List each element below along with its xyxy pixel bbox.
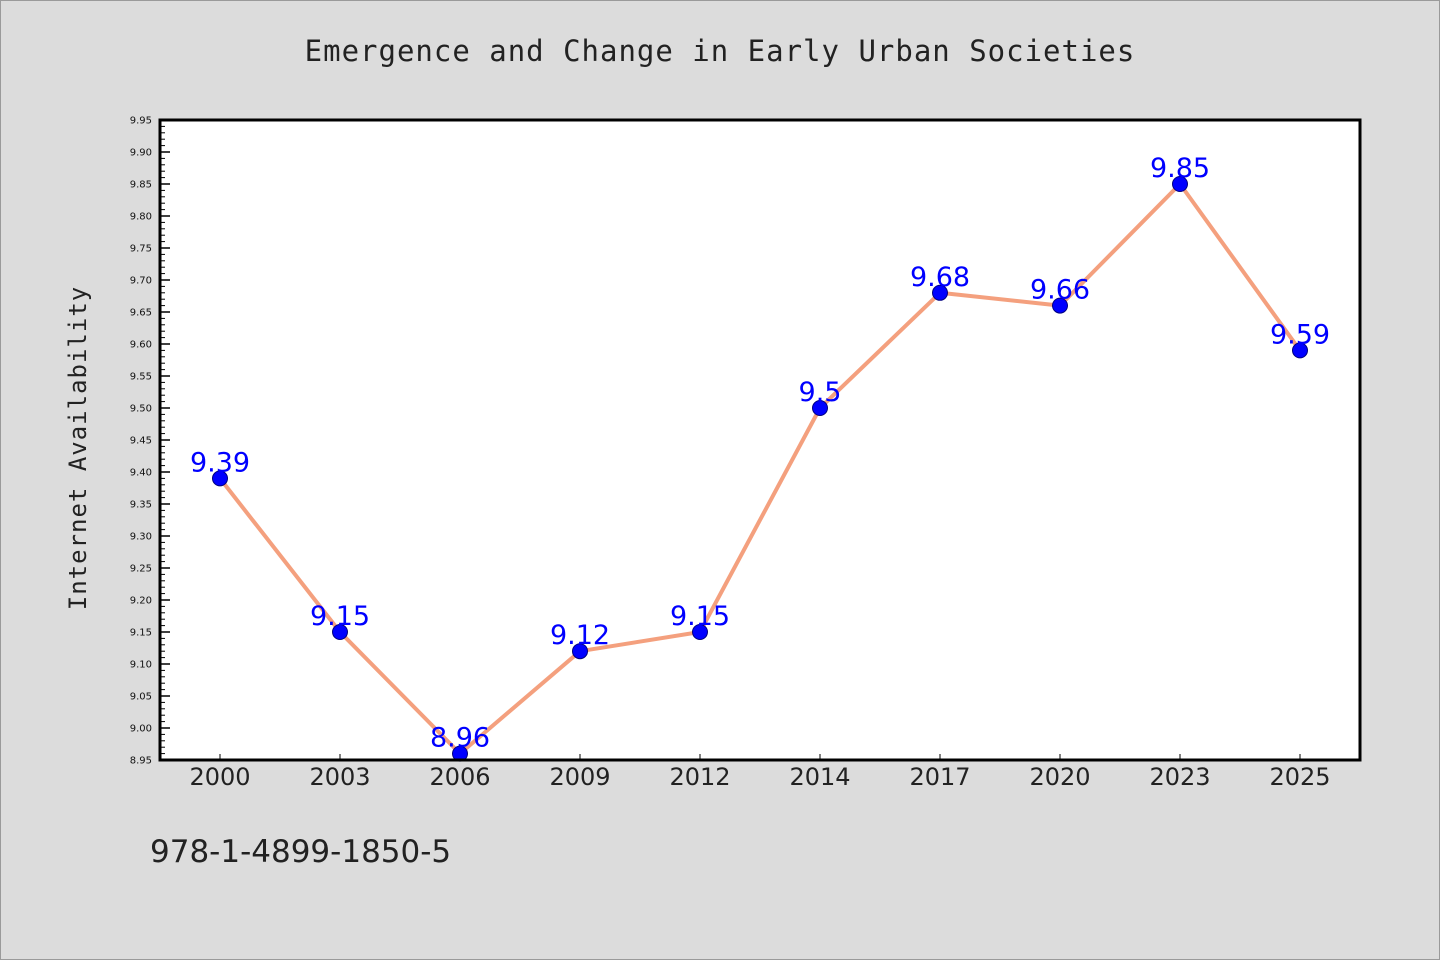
data-point [1172, 176, 1188, 192]
y-tick-label: 8.95 [130, 756, 152, 767]
x-tick-label: 2012 [669, 763, 730, 791]
data-markers [212, 176, 1308, 762]
data-label: 9.85 [1150, 153, 1210, 184]
y-tick-label: 9.05 [130, 692, 152, 703]
x-tick-label: 2020 [1029, 763, 1090, 791]
y-tick-label: 9.60 [130, 340, 152, 351]
data-point [692, 624, 708, 640]
y-tick-label: 9.20 [130, 596, 152, 607]
y-tick-label: 9.50 [130, 404, 152, 415]
isbn-footer: 978-1-4899-1850-5 [150, 834, 452, 870]
y-tick-label: 9.25 [130, 564, 152, 575]
y-tick-label: 9.65 [130, 308, 152, 319]
series-line [218, 182, 1302, 756]
y-tick-label: 9.45 [130, 436, 152, 447]
data-point [332, 624, 348, 640]
data-label: 9.12 [550, 620, 610, 651]
y-tick-label: 9.70 [130, 276, 152, 287]
x-tick-label: 2003 [309, 763, 370, 791]
data-point [572, 643, 588, 660]
x-tick-label: 2025 [1269, 763, 1330, 791]
data-point [1292, 342, 1308, 359]
data-point [932, 284, 948, 301]
x-tick-label: 2014 [789, 763, 850, 791]
y-tick-label: 9.85 [130, 180, 152, 191]
plot-area [160, 120, 1360, 760]
data-label: 9.68 [910, 262, 970, 293]
data-point [1052, 297, 1068, 314]
y-major-ticks: 8.95 9.00 9.05 9.10 9.15 9.20 9.25 9.30 9.35 9.40… [130, 116, 170, 767]
data-label: 9.59 [1270, 319, 1330, 350]
data-label: 8.96 [430, 723, 490, 754]
x-tick-label: 2000 [189, 763, 250, 791]
y-tick-label: 9.80 [130, 212, 152, 223]
data-label: 9.15 [310, 601, 370, 632]
y-tick-label: 9.35 [130, 500, 152, 511]
x-tick-label: 2009 [549, 763, 610, 791]
chart-title: Emergence and Change in Early Urban Soci… [304, 34, 1136, 68]
x-ticks: 2000 2003 2006 2009 2012 2014 2017 2020 2023 2025 [189, 754, 1331, 791]
y-tick-label: 9.10 [130, 660, 152, 671]
y-tick-label: 9.90 [130, 148, 152, 159]
x-tick-label: 2023 [1149, 763, 1210, 791]
data-point [212, 470, 228, 487]
x-tick-label: 2006 [429, 763, 490, 791]
data-point [812, 400, 828, 416]
y-tick-label: 9.40 [130, 468, 152, 479]
x-tick-label: 2017 [909, 763, 970, 791]
y-tick-label: 9.15 [130, 628, 152, 639]
data-labels: 9.39 9.15 8.96 9.12 9.15 9.5 9.68 9.66 9.85 9.59 [190, 153, 1330, 754]
data-label: 9.15 [670, 601, 730, 632]
y-tick-label: 9.75 [130, 244, 152, 255]
data-label: 9.66 [1030, 275, 1090, 306]
y-tick-label: 9.95 [130, 116, 152, 127]
data-label: 9.5 [799, 377, 842, 408]
data-label: 9.39 [190, 447, 250, 478]
y-tick-label: 9.30 [130, 532, 152, 543]
y-tick-label: 9.55 [130, 372, 152, 383]
plot-border [158, 118, 1362, 762]
y-tick-label: 9.00 [130, 724, 152, 735]
